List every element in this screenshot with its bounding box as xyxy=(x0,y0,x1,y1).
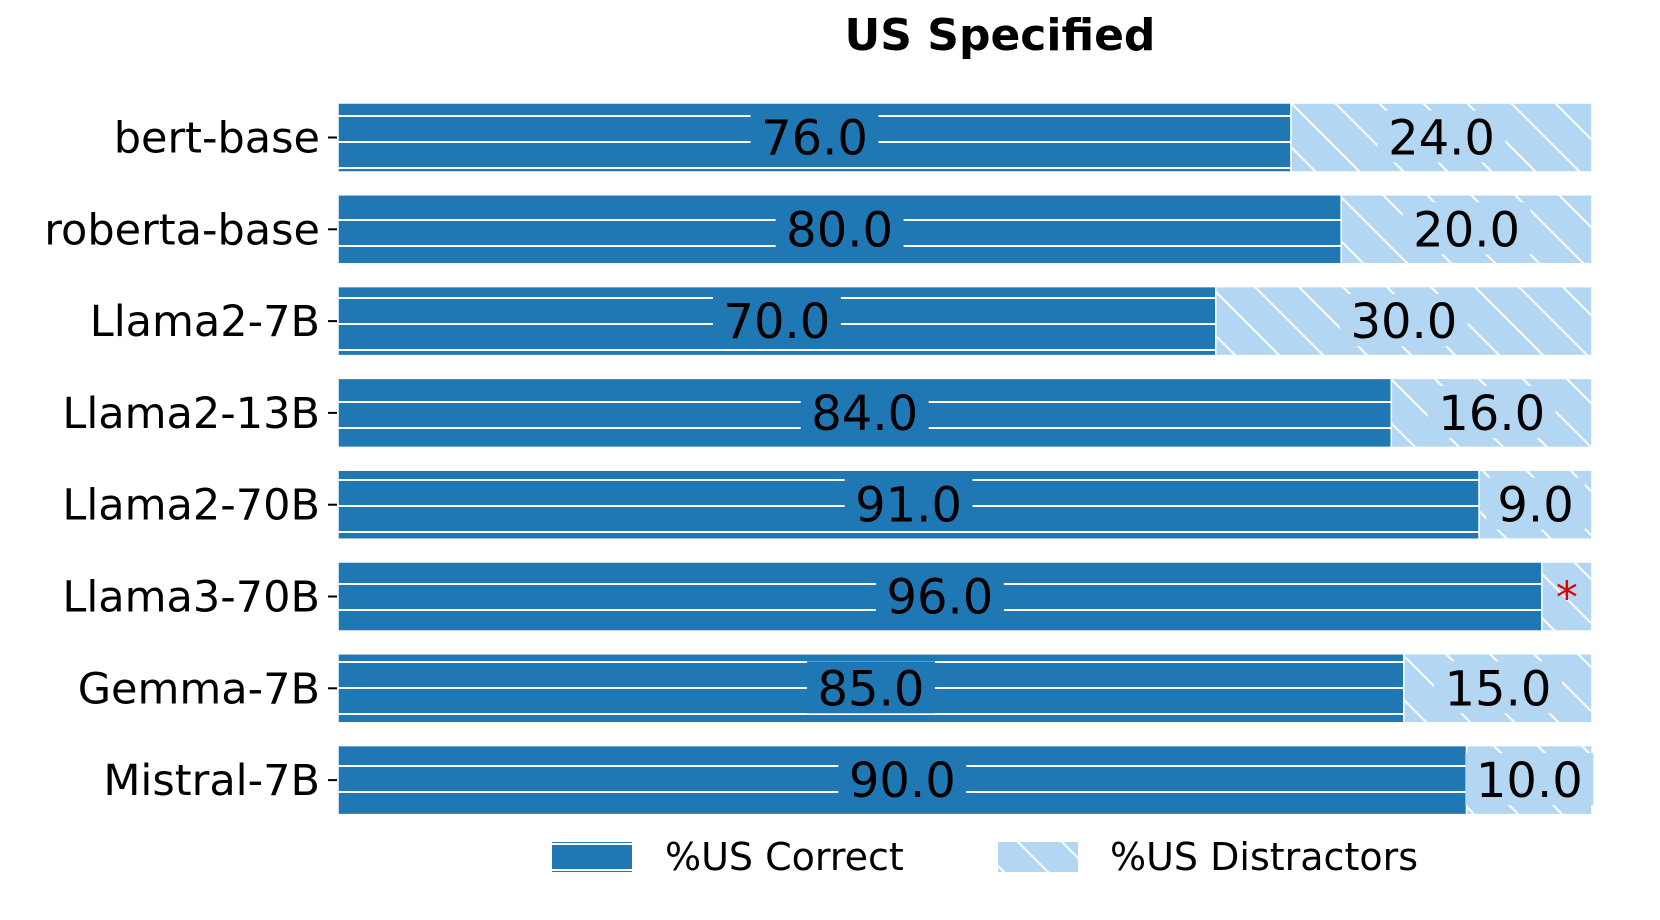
data-label: 96.0 xyxy=(886,570,993,626)
data-label-background xyxy=(1465,753,1594,806)
y-tick-label: Llama2-7B xyxy=(90,297,320,347)
legend-swatch xyxy=(552,842,632,872)
data-label: 15.0 xyxy=(1445,661,1552,717)
y-tick-label: Mistral-7B xyxy=(103,756,320,806)
y-tick-label: roberta-base xyxy=(44,205,320,255)
data-label-background xyxy=(1377,110,1506,163)
data-label-background xyxy=(1486,477,1585,530)
data-label-background xyxy=(1402,202,1531,255)
data-label: 76.0 xyxy=(761,111,868,167)
legend-label: %US Distractors xyxy=(1110,835,1418,879)
data-label: 9.0 xyxy=(1497,478,1573,534)
data-label: 90.0 xyxy=(849,753,956,809)
legend-swatch xyxy=(998,842,1078,872)
y-tick-label: bert-base xyxy=(114,114,320,164)
y-tick-label: Llama3-70B xyxy=(62,573,320,623)
data-label-background xyxy=(800,385,929,438)
data-label-background xyxy=(1433,661,1562,714)
data-label: 80.0 xyxy=(786,202,893,258)
data-label-background xyxy=(750,110,879,163)
data-label: 84.0 xyxy=(811,386,918,442)
y-tick-label: Gemma-7B xyxy=(78,664,320,714)
data-label: 85.0 xyxy=(818,661,925,717)
data-label-background xyxy=(806,661,935,714)
data-label-background xyxy=(844,477,973,530)
data-label-background xyxy=(875,569,1004,622)
legend-label: %US Correct xyxy=(665,835,904,879)
y-tick-label: Llama2-13B xyxy=(62,389,320,439)
bar-segment-distractors xyxy=(1541,561,1593,632)
data-label-background xyxy=(712,294,841,347)
data-label-background xyxy=(1339,294,1468,347)
y-tick-label: Llama2-70B xyxy=(62,481,320,531)
data-label: 30.0 xyxy=(1350,294,1457,350)
legend: %US Correct %US Distractors xyxy=(552,835,1418,879)
data-label: 20.0 xyxy=(1413,202,1520,258)
data-label-background xyxy=(775,202,904,255)
data-label: 24.0 xyxy=(1388,111,1495,167)
chart-title: US Specified xyxy=(845,10,1156,61)
data-label: 70.0 xyxy=(723,294,830,350)
data-label-background xyxy=(1427,385,1556,438)
significance-marker: * xyxy=(1556,573,1578,624)
data-label-background xyxy=(838,753,967,806)
data-label: 91.0 xyxy=(855,478,962,534)
data-label: 16.0 xyxy=(1438,386,1545,442)
data-label: 10.0 xyxy=(1476,753,1583,809)
